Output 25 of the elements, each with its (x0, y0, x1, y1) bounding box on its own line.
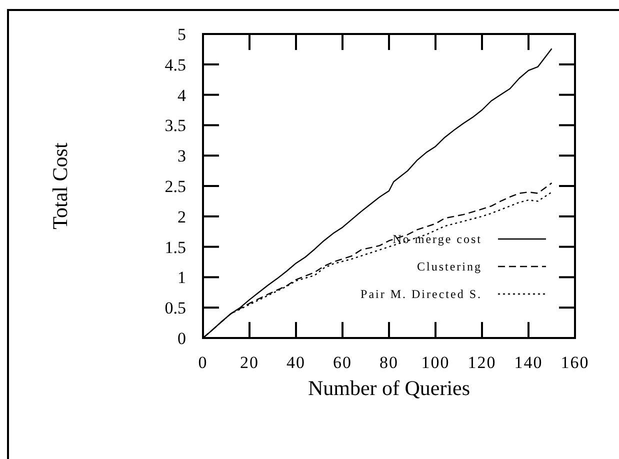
x-tick-label: 120 (468, 353, 496, 372)
x-tick-label: 40 (286, 353, 306, 372)
x-tick-label: 100 (421, 353, 450, 372)
y-tick-label: 1 (178, 268, 186, 288)
y-tick-label: 0.5 (164, 298, 186, 318)
x-tick-label: 20 (240, 353, 259, 372)
y-tick-label: 4.5 (164, 55, 186, 74)
x-tick-label: 140 (514, 353, 543, 372)
y-tick-label: 4 (178, 86, 186, 105)
legend-label: No merge cost (392, 232, 482, 246)
x-tick-label: 0 (198, 353, 208, 372)
y-tick-label: 2.5 (164, 177, 186, 196)
x-tick-label: 60 (333, 353, 352, 372)
x-tick-label: 160 (560, 353, 590, 372)
y-axis-title: Total Cost (48, 142, 72, 230)
legend-label: Pair M. Directed S. (360, 287, 482, 301)
y-tick-label: 3.5 (164, 116, 186, 136)
y-tick-label: 5 (178, 25, 186, 44)
x-tick-label: 80 (380, 353, 398, 372)
y-tick-label: 0 (178, 329, 186, 348)
y-tick-label: 2 (178, 207, 186, 226)
legend-label: Clustering (417, 260, 482, 274)
y-tick-label: 1.5 (164, 238, 186, 257)
x-axis-title: Number of Queries (308, 376, 470, 400)
y-tick-label: 3 (178, 146, 186, 166)
